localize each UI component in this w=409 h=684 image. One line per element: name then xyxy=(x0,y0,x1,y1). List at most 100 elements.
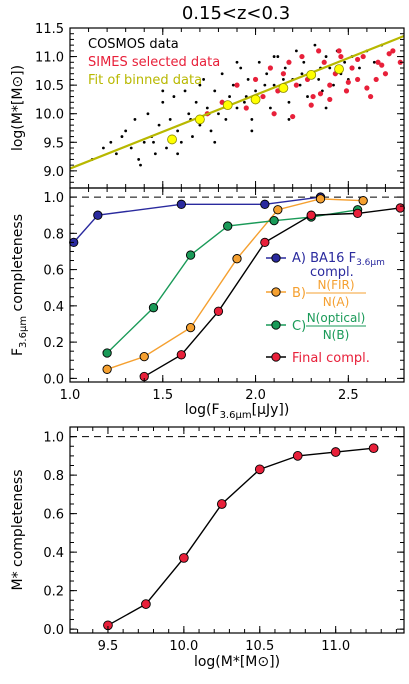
series-marker xyxy=(185,250,196,260)
cosmos-point xyxy=(205,106,209,110)
plot-frame xyxy=(69,426,405,634)
cosmos-point xyxy=(246,78,250,81)
cosmos-point xyxy=(129,146,133,150)
simes-point xyxy=(386,51,392,57)
cosmos-point xyxy=(332,83,335,87)
cosmos-point xyxy=(217,112,220,116)
cosmos-point xyxy=(224,118,228,121)
cosmos-point xyxy=(272,55,276,58)
x-tick-label: 10.0 xyxy=(169,639,198,654)
legend-entry: COSMOS data xyxy=(88,37,179,52)
simes-point xyxy=(336,48,342,54)
series-marker xyxy=(315,194,326,204)
y-tick-label: 0.8 xyxy=(43,227,64,242)
series-marker xyxy=(260,199,270,209)
cosmos-point xyxy=(133,118,137,121)
x-tick-label: 1.5 xyxy=(152,388,173,403)
series-marker xyxy=(139,351,149,362)
cosmos-point xyxy=(124,129,128,133)
series-marker xyxy=(179,553,189,563)
cosmos-point xyxy=(176,129,180,133)
cosmos-point xyxy=(263,83,267,87)
y-axis-label-text: completeness xyxy=(10,214,26,316)
cosmos-point xyxy=(172,95,176,98)
cosmos-point xyxy=(231,83,235,87)
cosmos-point xyxy=(243,100,246,104)
simes-point xyxy=(349,65,355,71)
simes-point xyxy=(317,91,324,97)
cosmos-point xyxy=(306,95,309,98)
legend-denominator: N(B) xyxy=(323,328,350,342)
y-axis-label: log(M*[M⊙]) xyxy=(10,65,26,151)
y-tick-label: 0.0 xyxy=(43,623,64,638)
cosmos-point xyxy=(302,60,306,64)
cosmos-point xyxy=(157,123,161,127)
simes-point xyxy=(260,93,266,100)
simes-point xyxy=(343,88,350,94)
cosmos-point xyxy=(161,100,165,104)
cosmos-point xyxy=(183,89,187,93)
y-tick-label: 11.0 xyxy=(35,51,64,66)
cosmos-point xyxy=(313,43,317,47)
mass-completeness-panel: 0.0 0.2 0.4 0.6 0.8 1.0 9.5 10.0 10.5 11.0 M* comp… xyxy=(10,426,405,670)
series-marker xyxy=(254,464,265,475)
cosmos-point xyxy=(146,112,150,116)
binned-point xyxy=(334,64,344,75)
cosmos-point xyxy=(198,123,202,127)
cosmos-point xyxy=(213,89,217,93)
cosmos-point xyxy=(250,129,254,133)
cosmos-point xyxy=(102,146,105,150)
x-tick-label: 10.5 xyxy=(245,639,274,654)
simes-point xyxy=(379,62,385,68)
cosmos-point xyxy=(317,78,321,81)
y-tick-label: 0.6 xyxy=(43,264,64,279)
cosmos-point xyxy=(254,89,257,93)
legend-entry: Fit of binned data xyxy=(88,73,202,88)
series-marker xyxy=(141,599,151,609)
series-marker xyxy=(232,254,242,264)
cosmos-point xyxy=(165,146,168,150)
cosmos-point xyxy=(213,140,217,144)
binned-point xyxy=(250,94,261,105)
simes-point xyxy=(290,113,296,120)
series-marker xyxy=(216,499,227,509)
y-tick-label: 0.0 xyxy=(43,372,64,387)
x-axis-label: log(F3.6μm[μJy]) xyxy=(185,402,290,421)
y-tick-label: 0.2 xyxy=(43,585,64,600)
cosmos-point xyxy=(209,129,213,133)
legend-subscript: 3.6μm xyxy=(356,258,385,268)
series-marker xyxy=(93,210,103,220)
cosmos-point xyxy=(372,60,376,64)
legend-numerator: N(FIR) xyxy=(317,278,354,292)
cosmos-point xyxy=(276,55,280,58)
cosmos-point xyxy=(343,60,347,64)
simes-point xyxy=(286,59,292,65)
y-tick-label: 1.0 xyxy=(43,191,64,206)
cosmos-point xyxy=(324,55,328,58)
simes-point xyxy=(327,96,333,103)
simes-point xyxy=(364,85,370,91)
x-tick-label: 2.5 xyxy=(338,388,359,403)
y-tick-label: 0.2 xyxy=(43,336,64,351)
series-marker xyxy=(269,215,279,226)
legend-swatch-marker xyxy=(271,253,281,263)
y-tick-label: 9.5 xyxy=(43,136,64,151)
simes-point xyxy=(373,76,379,83)
cosmos-point xyxy=(202,78,206,81)
binned-point xyxy=(222,100,233,111)
cosmos-point xyxy=(152,140,155,144)
x-axis-label-subscript: 3.6μm xyxy=(220,410,252,421)
mass-vs-flux-scatter-panel: 9.0 9.5 10.0 10.5 11.0 11.5 COSMOS data SIMES s… xyxy=(10,22,405,189)
cosmos-point xyxy=(235,106,239,110)
y-tick-label: 0.8 xyxy=(43,469,64,484)
series-marker xyxy=(330,447,341,457)
simes-point xyxy=(316,48,322,54)
simes-point xyxy=(234,82,240,88)
y-tick-label: 10.5 xyxy=(35,79,64,94)
x-tick-label: 9.5 xyxy=(98,639,119,654)
simes-point xyxy=(252,76,259,83)
legend-prefix: B) xyxy=(292,286,306,301)
legend-swatch-marker xyxy=(271,320,281,330)
fit-line xyxy=(69,34,405,170)
cosmos-point xyxy=(239,66,243,70)
